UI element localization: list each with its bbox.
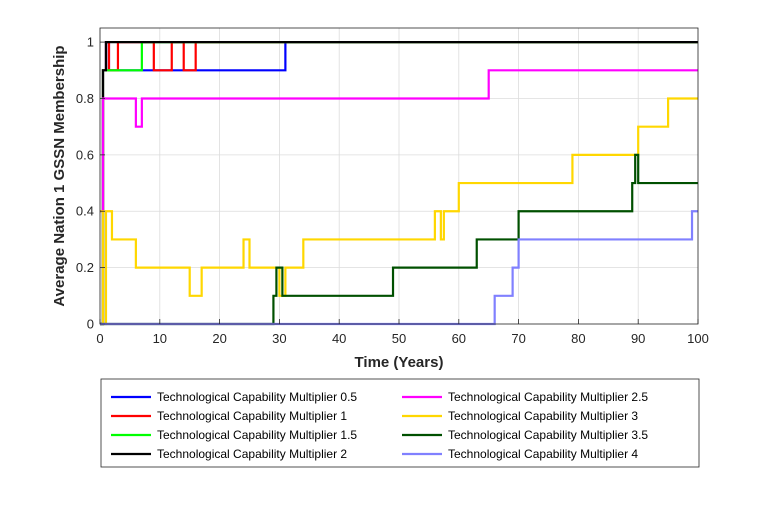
legend-label-3: Technological Capability Multiplier 1.5 <box>157 428 357 442</box>
x-tick-label: 50 <box>392 331 406 346</box>
legend-label-8: Technological Capability Multiplier 4 <box>448 447 638 461</box>
x-tick-label: 70 <box>511 331 525 346</box>
legend-label-1: Technological Capability Multiplier 0.5 <box>157 390 357 404</box>
x-axis-label: Time (Years) <box>355 354 444 371</box>
y-tick-label: 0.2 <box>76 260 94 275</box>
y-axis-label: Average Nation 1 GSSN Membership <box>51 45 68 306</box>
legend-label-7: Technological Capability Multiplier 3.5 <box>448 428 648 442</box>
x-tick-label: 80 <box>571 331 585 346</box>
x-tick-label: 90 <box>631 331 645 346</box>
series-line-8 <box>100 210 698 326</box>
x-tick-label: 30 <box>272 331 286 346</box>
x-tick-label: 100 <box>687 331 709 346</box>
x-tick-label: 60 <box>452 331 466 346</box>
x-tick-label: 20 <box>212 331 226 346</box>
y-tick-label: 1 <box>87 35 94 50</box>
legend-label-2: Technological Capability Multiplier 1 <box>157 409 347 423</box>
y-tick-label: 0.6 <box>76 147 94 162</box>
legend-label-5: Technological Capability Multiplier 2.5 <box>448 390 648 404</box>
legend-label-4: Technological Capability Multiplier 2 <box>157 447 347 461</box>
legend-box <box>100 378 700 468</box>
x-tick-label: 0 <box>96 331 103 346</box>
legend-label-6: Technological Capability Multiplier 3 <box>448 409 638 423</box>
y-tick-label: 0.4 <box>76 204 94 219</box>
series-line-7 <box>100 153 698 326</box>
y-tick-label: 0 <box>87 317 94 332</box>
y-tick-label: 0.8 <box>76 91 94 106</box>
x-tick-label: 40 <box>332 331 346 346</box>
legend: Technological Capability Multiplier 0.5 T… <box>100 378 700 468</box>
ticks: 0 10 20 30 40 50 60 70 80 90 100 0 0.2 0.4 0.6 0.8 1 <box>76 35 709 346</box>
x-tick-label: 10 <box>153 331 167 346</box>
